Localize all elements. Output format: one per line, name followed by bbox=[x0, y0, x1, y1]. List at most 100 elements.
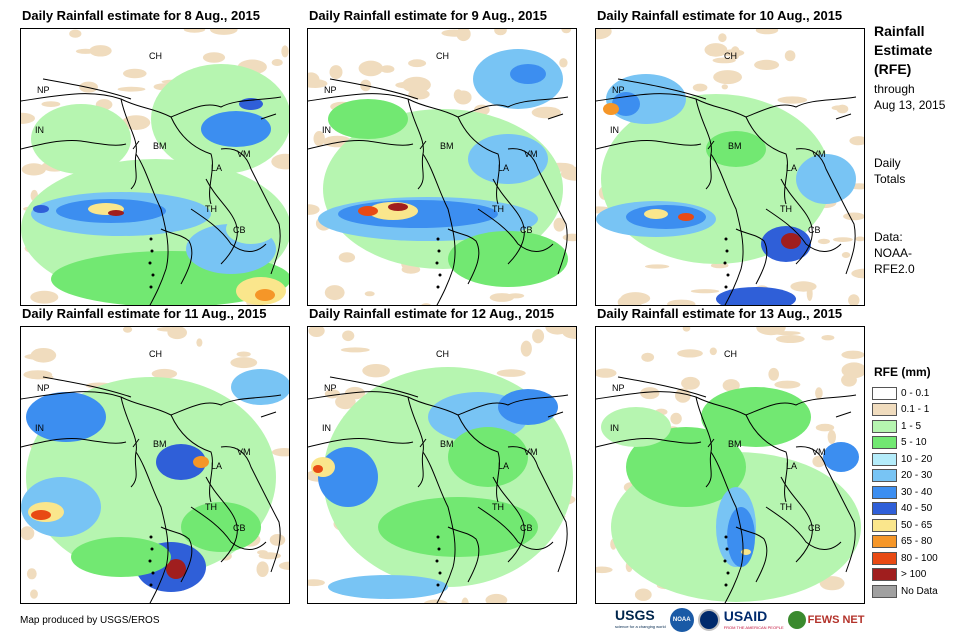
legend-row: 80 - 100 bbox=[872, 550, 964, 567]
speckle bbox=[754, 59, 780, 70]
speckle bbox=[704, 43, 728, 57]
speckle bbox=[819, 576, 845, 591]
border-line bbox=[205, 178, 238, 265]
rain-area bbox=[328, 575, 448, 599]
border-line bbox=[42, 376, 132, 398]
legend-row: 65 - 80 bbox=[872, 534, 964, 551]
rain-area bbox=[226, 214, 276, 244]
legend-row: 40 - 50 bbox=[872, 501, 964, 518]
label-cambodia: CB bbox=[520, 523, 533, 533]
label-thailand: TH bbox=[780, 204, 792, 214]
label-nepal: NP bbox=[612, 85, 625, 95]
speckle bbox=[202, 52, 226, 63]
border-line bbox=[447, 526, 480, 583]
legend-row: 1 - 5 bbox=[872, 418, 964, 435]
rain-area bbox=[181, 502, 261, 552]
speckle bbox=[30, 290, 59, 304]
speckle bbox=[342, 330, 355, 342]
speckle bbox=[532, 329, 545, 344]
sidebar-source: RFE2.0 bbox=[874, 262, 915, 276]
label-cambodia: CB bbox=[808, 523, 821, 533]
rainfall-overlay bbox=[308, 327, 576, 603]
speckle bbox=[596, 368, 617, 378]
speckle bbox=[257, 550, 268, 555]
speckle bbox=[281, 45, 289, 58]
panel-title: Daily Rainfall estimate for 8 Aug., 2015 bbox=[22, 8, 260, 23]
border-line bbox=[477, 208, 554, 252]
border-line bbox=[21, 438, 127, 448]
speckle bbox=[815, 423, 835, 432]
island bbox=[435, 261, 439, 265]
speckle bbox=[230, 357, 258, 369]
border-line bbox=[160, 526, 193, 583]
legend-swatch bbox=[872, 419, 897, 433]
label-thailand: TH bbox=[492, 204, 504, 214]
border-line bbox=[735, 228, 768, 285]
rain-area bbox=[706, 131, 766, 167]
label-india: IN bbox=[35, 423, 44, 433]
speckle bbox=[89, 45, 112, 57]
agency-logos: USGS science for a changing world NOAA U… bbox=[615, 608, 864, 632]
island bbox=[148, 261, 152, 265]
island bbox=[149, 285, 153, 289]
label-nepal: NP bbox=[324, 383, 337, 393]
speckle bbox=[423, 599, 448, 603]
rain-area bbox=[498, 389, 558, 425]
speckle bbox=[775, 335, 805, 343]
border-line bbox=[190, 506, 267, 550]
legend-swatch bbox=[872, 485, 897, 499]
speckle bbox=[441, 29, 468, 37]
label-china: CH bbox=[436, 51, 449, 61]
speckle bbox=[24, 353, 53, 360]
rain-area bbox=[468, 134, 548, 184]
border-line bbox=[308, 140, 414, 150]
speckle bbox=[831, 105, 847, 111]
label-cambodia: CB bbox=[808, 225, 821, 235]
label-vietnam: VM bbox=[812, 447, 826, 457]
speckle bbox=[308, 327, 325, 337]
legend-label: 0 - 0.1 bbox=[901, 387, 930, 399]
border-line bbox=[21, 93, 282, 118]
rain-area bbox=[201, 111, 271, 147]
border-line bbox=[596, 93, 857, 118]
border-line bbox=[419, 113, 564, 150]
legend-swatch bbox=[872, 403, 897, 417]
speckle bbox=[380, 65, 395, 73]
island bbox=[436, 237, 440, 241]
panel-title: Daily Rainfall estimate for 13 Aug., 201… bbox=[597, 306, 843, 321]
label-vietnam: VM bbox=[237, 149, 251, 159]
label-thailand: TH bbox=[492, 502, 504, 512]
speckle bbox=[453, 89, 463, 102]
label-laos: LA bbox=[498, 461, 510, 471]
island bbox=[150, 249, 154, 253]
rain-area bbox=[166, 559, 186, 579]
label-burma: BM bbox=[153, 141, 167, 151]
speckle bbox=[815, 387, 823, 399]
label-china: CH bbox=[724, 51, 737, 61]
usaid-logo: USAID FROM THE AMERICAN PEOPLE bbox=[724, 609, 784, 632]
label-burma: BM bbox=[440, 141, 454, 151]
border-line bbox=[710, 153, 744, 305]
border-line bbox=[132, 411, 277, 448]
border-line bbox=[617, 376, 707, 398]
legend-label: 65 - 80 bbox=[901, 536, 933, 548]
speckle bbox=[21, 112, 35, 124]
border-line bbox=[329, 78, 419, 100]
border-line bbox=[596, 140, 702, 150]
rain-area bbox=[626, 205, 706, 229]
panel-title: Daily Rainfall estimate for 10 Aug., 201… bbox=[597, 8, 843, 23]
speckle bbox=[851, 268, 864, 279]
speckle bbox=[848, 294, 860, 305]
speckle bbox=[123, 327, 133, 333]
rain-area bbox=[193, 456, 209, 468]
speckle bbox=[562, 233, 576, 242]
speckle bbox=[843, 212, 864, 221]
label-india: IN bbox=[610, 423, 619, 433]
island bbox=[148, 559, 152, 563]
rainfall-map: CH NP IN BM VM LA TH CB bbox=[20, 28, 290, 306]
legend-row: 10 - 20 bbox=[872, 451, 964, 468]
rain-area bbox=[71, 537, 171, 577]
legend-row: 30 - 40 bbox=[872, 484, 964, 501]
label-vietnam: VM bbox=[524, 447, 538, 457]
speckle bbox=[364, 291, 375, 297]
